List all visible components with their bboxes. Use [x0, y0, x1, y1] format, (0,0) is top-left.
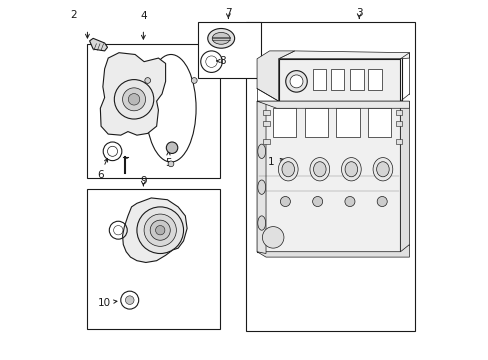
Circle shape: [280, 197, 290, 207]
Polygon shape: [257, 101, 408, 108]
Circle shape: [122, 88, 145, 111]
Bar: [246, 22, 414, 330]
Text: 10: 10: [97, 298, 117, 308]
Text: 4: 4: [140, 11, 146, 21]
Circle shape: [166, 142, 178, 153]
Circle shape: [191, 78, 197, 84]
Bar: [87, 44, 220, 178]
Circle shape: [114, 80, 153, 119]
Circle shape: [125, 296, 134, 305]
Circle shape: [262, 226, 284, 248]
Circle shape: [285, 71, 306, 92]
Bar: [395, 121, 402, 126]
Text: 1: 1: [267, 157, 283, 167]
Circle shape: [128, 94, 140, 105]
Polygon shape: [257, 101, 265, 253]
Bar: [330, 69, 344, 90]
Text: 5: 5: [165, 152, 171, 168]
Ellipse shape: [309, 158, 329, 181]
Polygon shape: [278, 51, 408, 59]
Bar: [395, 111, 402, 116]
Polygon shape: [400, 101, 408, 252]
Ellipse shape: [282, 162, 294, 177]
Circle shape: [312, 197, 322, 207]
Bar: [198, 22, 260, 78]
Bar: [263, 111, 269, 116]
Polygon shape: [89, 39, 107, 51]
Bar: [87, 189, 220, 329]
Circle shape: [137, 207, 183, 253]
Bar: [336, 108, 359, 137]
Circle shape: [150, 220, 170, 240]
Circle shape: [144, 214, 176, 246]
Polygon shape: [122, 198, 187, 262]
Ellipse shape: [278, 158, 298, 181]
Polygon shape: [100, 53, 165, 135]
Ellipse shape: [345, 162, 357, 177]
Circle shape: [344, 197, 354, 207]
Text: 8: 8: [216, 56, 226, 66]
Text: 2: 2: [70, 10, 76, 20]
Circle shape: [376, 197, 386, 207]
Ellipse shape: [257, 216, 265, 230]
Text: 3: 3: [355, 8, 362, 18]
Ellipse shape: [341, 158, 361, 181]
Ellipse shape: [212, 32, 230, 44]
Ellipse shape: [257, 144, 265, 158]
Circle shape: [289, 75, 303, 88]
Ellipse shape: [376, 162, 388, 177]
Circle shape: [144, 78, 150, 84]
Polygon shape: [257, 101, 400, 252]
Bar: [263, 121, 269, 126]
Bar: [367, 69, 381, 90]
Bar: [273, 108, 296, 137]
Ellipse shape: [257, 180, 265, 194]
Circle shape: [155, 226, 164, 235]
Bar: [349, 69, 363, 90]
Bar: [304, 108, 327, 137]
Polygon shape: [278, 59, 400, 101]
Bar: [367, 108, 390, 137]
Bar: [312, 69, 325, 90]
Circle shape: [168, 161, 174, 167]
Bar: [263, 139, 269, 144]
Ellipse shape: [207, 28, 234, 48]
Polygon shape: [257, 51, 294, 101]
Text: 9: 9: [140, 176, 146, 186]
Ellipse shape: [372, 158, 392, 181]
Text: 7: 7: [224, 8, 231, 18]
Text: 6: 6: [97, 158, 107, 180]
Bar: [395, 139, 402, 144]
Ellipse shape: [313, 162, 325, 177]
Polygon shape: [257, 244, 408, 257]
